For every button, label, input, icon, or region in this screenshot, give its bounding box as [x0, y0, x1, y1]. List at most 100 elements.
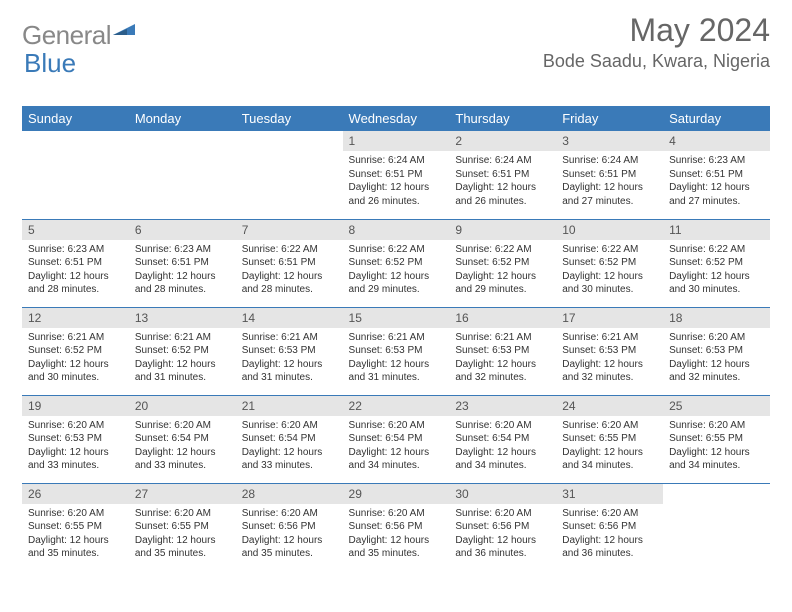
calendar-cell: 25Sunrise: 6:20 AMSunset: 6:55 PMDayligh… [663, 395, 770, 483]
day-number: 10 [556, 220, 663, 240]
location-text: Bode Saadu, Kwara, Nigeria [543, 51, 770, 72]
day-number: 25 [663, 396, 770, 416]
day-details: Sunrise: 6:22 AMSunset: 6:52 PMDaylight:… [663, 240, 770, 301]
day-details: Sunrise: 6:20 AMSunset: 6:54 PMDaylight:… [129, 416, 236, 477]
day-details: Sunrise: 6:22 AMSunset: 6:52 PMDaylight:… [449, 240, 556, 301]
day-number: 24 [556, 396, 663, 416]
calendar-row: 1Sunrise: 6:24 AMSunset: 6:51 PMDaylight… [22, 131, 770, 219]
day-number: 18 [663, 308, 770, 328]
calendar-row: 19Sunrise: 6:20 AMSunset: 6:53 PMDayligh… [22, 395, 770, 483]
day-number: 30 [449, 484, 556, 504]
calendar-cell: 12Sunrise: 6:21 AMSunset: 6:52 PMDayligh… [22, 307, 129, 395]
calendar-cell: 11Sunrise: 6:22 AMSunset: 6:52 PMDayligh… [663, 219, 770, 307]
calendar-cell-empty [129, 131, 236, 219]
day-header: Tuesday [236, 106, 343, 131]
title-block: May 2024 Bode Saadu, Kwara, Nigeria [543, 12, 770, 72]
day-header: Wednesday [343, 106, 450, 131]
calendar-cell: 20Sunrise: 6:20 AMSunset: 6:54 PMDayligh… [129, 395, 236, 483]
page-header: General May 2024 Bode Saadu, Kwara, Nige… [22, 12, 770, 80]
calendar-cell: 29Sunrise: 6:20 AMSunset: 6:56 PMDayligh… [343, 483, 450, 571]
day-number: 21 [236, 396, 343, 416]
day-number: 27 [129, 484, 236, 504]
day-details: Sunrise: 6:20 AMSunset: 6:54 PMDaylight:… [236, 416, 343, 477]
calendar-cell: 31Sunrise: 6:20 AMSunset: 6:56 PMDayligh… [556, 483, 663, 571]
calendar-cell: 22Sunrise: 6:20 AMSunset: 6:54 PMDayligh… [343, 395, 450, 483]
calendar-cell: 7Sunrise: 6:22 AMSunset: 6:51 PMDaylight… [236, 219, 343, 307]
calendar-body: 1Sunrise: 6:24 AMSunset: 6:51 PMDaylight… [22, 131, 770, 571]
day-number: 2 [449, 131, 556, 151]
calendar-cell: 5Sunrise: 6:23 AMSunset: 6:51 PMDaylight… [22, 219, 129, 307]
day-number: 8 [343, 220, 450, 240]
day-details: Sunrise: 6:23 AMSunset: 6:51 PMDaylight:… [129, 240, 236, 301]
day-number: 5 [22, 220, 129, 240]
day-details: Sunrise: 6:22 AMSunset: 6:52 PMDaylight:… [343, 240, 450, 301]
day-number: 4 [663, 131, 770, 151]
day-number: 16 [449, 308, 556, 328]
calendar-page: General May 2024 Bode Saadu, Kwara, Nige… [0, 0, 792, 571]
month-title: May 2024 [543, 12, 770, 49]
day-number: 19 [22, 396, 129, 416]
day-details: Sunrise: 6:22 AMSunset: 6:51 PMDaylight:… [236, 240, 343, 301]
day-details: Sunrise: 6:20 AMSunset: 6:55 PMDaylight:… [129, 504, 236, 565]
day-number: 26 [22, 484, 129, 504]
day-details: Sunrise: 6:20 AMSunset: 6:56 PMDaylight:… [449, 504, 556, 565]
day-number: 3 [556, 131, 663, 151]
calendar-cell: 17Sunrise: 6:21 AMSunset: 6:53 PMDayligh… [556, 307, 663, 395]
day-number: 15 [343, 308, 450, 328]
calendar-cell: 3Sunrise: 6:24 AMSunset: 6:51 PMDaylight… [556, 131, 663, 219]
brand-blue-wrap: Blue [22, 48, 76, 79]
day-details: Sunrise: 6:20 AMSunset: 6:55 PMDaylight:… [663, 416, 770, 477]
day-number: 14 [236, 308, 343, 328]
day-details: Sunrise: 6:20 AMSunset: 6:56 PMDaylight:… [343, 504, 450, 565]
day-details: Sunrise: 6:20 AMSunset: 6:54 PMDaylight:… [449, 416, 556, 477]
calendar-row: 26Sunrise: 6:20 AMSunset: 6:55 PMDayligh… [22, 483, 770, 571]
day-number: 12 [22, 308, 129, 328]
day-details: Sunrise: 6:20 AMSunset: 6:54 PMDaylight:… [343, 416, 450, 477]
day-details: Sunrise: 6:22 AMSunset: 6:52 PMDaylight:… [556, 240, 663, 301]
day-number: 20 [129, 396, 236, 416]
brand-text-gray: General [22, 20, 111, 51]
day-number: 1 [343, 131, 450, 151]
day-number: 9 [449, 220, 556, 240]
day-details: Sunrise: 6:20 AMSunset: 6:55 PMDaylight:… [22, 504, 129, 565]
day-details: Sunrise: 6:23 AMSunset: 6:51 PMDaylight:… [22, 240, 129, 301]
calendar-row: 5Sunrise: 6:23 AMSunset: 6:51 PMDaylight… [22, 219, 770, 307]
day-details: Sunrise: 6:20 AMSunset: 6:56 PMDaylight:… [556, 504, 663, 565]
day-details: Sunrise: 6:24 AMSunset: 6:51 PMDaylight:… [343, 151, 450, 212]
day-header: Thursday [449, 106, 556, 131]
day-header: Monday [129, 106, 236, 131]
day-details: Sunrise: 6:21 AMSunset: 6:52 PMDaylight:… [129, 328, 236, 389]
day-details: Sunrise: 6:21 AMSunset: 6:53 PMDaylight:… [236, 328, 343, 389]
calendar-cell: 13Sunrise: 6:21 AMSunset: 6:52 PMDayligh… [129, 307, 236, 395]
calendar-cell: 26Sunrise: 6:20 AMSunset: 6:55 PMDayligh… [22, 483, 129, 571]
calendar-cell-empty [22, 131, 129, 219]
calendar-cell: 19Sunrise: 6:20 AMSunset: 6:53 PMDayligh… [22, 395, 129, 483]
calendar-cell: 28Sunrise: 6:20 AMSunset: 6:56 PMDayligh… [236, 483, 343, 571]
calendar-cell: 4Sunrise: 6:23 AMSunset: 6:51 PMDaylight… [663, 131, 770, 219]
calendar-cell: 6Sunrise: 6:23 AMSunset: 6:51 PMDaylight… [129, 219, 236, 307]
calendar-table: SundayMondayTuesdayWednesdayThursdayFrid… [22, 106, 770, 571]
day-details: Sunrise: 6:21 AMSunset: 6:52 PMDaylight:… [22, 328, 129, 389]
day-number: 22 [343, 396, 450, 416]
day-header: Sunday [22, 106, 129, 131]
day-details: Sunrise: 6:23 AMSunset: 6:51 PMDaylight:… [663, 151, 770, 212]
day-number: 6 [129, 220, 236, 240]
brand-mark-icon [113, 21, 135, 44]
calendar-cell: 2Sunrise: 6:24 AMSunset: 6:51 PMDaylight… [449, 131, 556, 219]
calendar-cell: 10Sunrise: 6:22 AMSunset: 6:52 PMDayligh… [556, 219, 663, 307]
day-number: 28 [236, 484, 343, 504]
calendar-cell: 15Sunrise: 6:21 AMSunset: 6:53 PMDayligh… [343, 307, 450, 395]
calendar-cell-empty [663, 483, 770, 571]
day-details: Sunrise: 6:21 AMSunset: 6:53 PMDaylight:… [449, 328, 556, 389]
day-details: Sunrise: 6:20 AMSunset: 6:53 PMDaylight:… [663, 328, 770, 389]
day-number: 13 [129, 308, 236, 328]
calendar-cell: 21Sunrise: 6:20 AMSunset: 6:54 PMDayligh… [236, 395, 343, 483]
day-details: Sunrise: 6:20 AMSunset: 6:55 PMDaylight:… [556, 416, 663, 477]
calendar-cell: 23Sunrise: 6:20 AMSunset: 6:54 PMDayligh… [449, 395, 556, 483]
calendar-cell: 9Sunrise: 6:22 AMSunset: 6:52 PMDaylight… [449, 219, 556, 307]
day-details: Sunrise: 6:20 AMSunset: 6:56 PMDaylight:… [236, 504, 343, 565]
day-number: 11 [663, 220, 770, 240]
calendar-cell: 27Sunrise: 6:20 AMSunset: 6:55 PMDayligh… [129, 483, 236, 571]
calendar-row: 12Sunrise: 6:21 AMSunset: 6:52 PMDayligh… [22, 307, 770, 395]
day-header-row: SundayMondayTuesdayWednesdayThursdayFrid… [22, 106, 770, 131]
